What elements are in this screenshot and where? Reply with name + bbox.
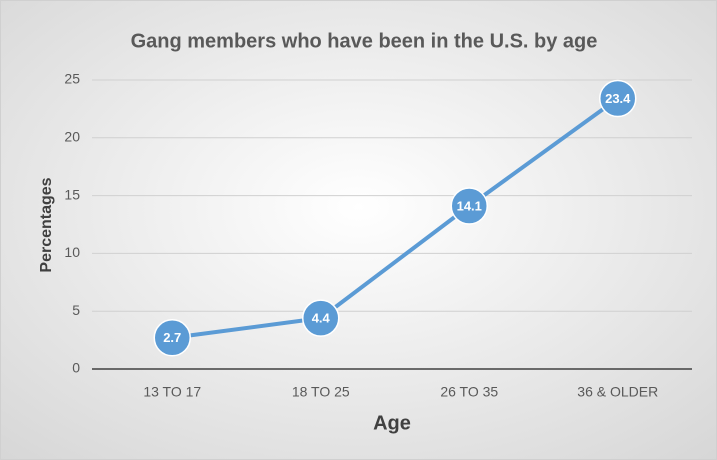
y-tick-label: 15: [64, 186, 80, 202]
x-tick-label: 13 TO 17: [143, 384, 201, 400]
data-label: 2.7: [163, 330, 181, 345]
y-tick-label: 5: [72, 302, 80, 318]
y-tick-label: 25: [64, 71, 80, 87]
x-tick-label: 36 & OLDER: [577, 384, 658, 400]
y-axis-title: Percentages: [38, 177, 55, 272]
marker: [153, 319, 191, 357]
data-label: 23.4: [605, 91, 631, 106]
data-label: 14.1: [457, 198, 482, 213]
y-tick-label: 20: [64, 129, 80, 145]
line: [171, 96, 619, 340]
x-tick-label: 18 TO 25: [292, 384, 350, 400]
y-tick-label: 0: [72, 360, 80, 376]
x-tick-label: 26 TO 35: [440, 384, 498, 400]
data-label: 4.4: [312, 311, 331, 326]
chart-title: Gang members who have been in the U.S. b…: [131, 30, 598, 52]
marker: [302, 299, 340, 337]
marker: [450, 187, 488, 225]
marker: [599, 79, 637, 118]
y-tick-label: 10: [64, 244, 80, 260]
x-axis-title: Age: [373, 412, 411, 434]
